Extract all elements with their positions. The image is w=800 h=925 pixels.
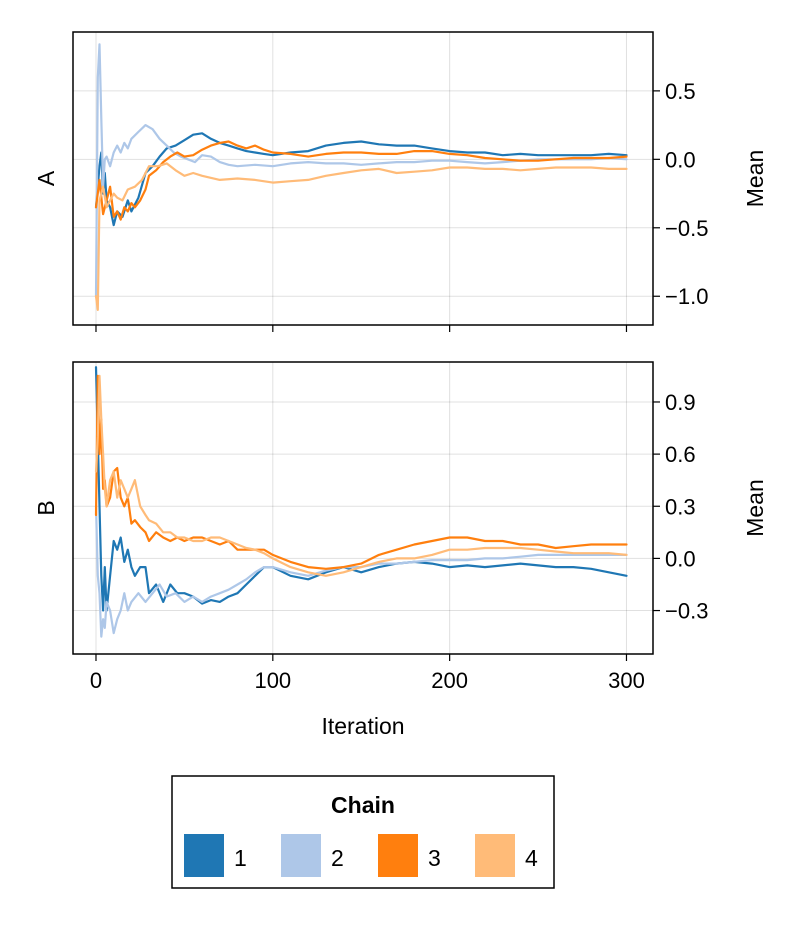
legend-label-2: 2 <box>331 845 344 871</box>
panel-a-xticks <box>95 325 628 332</box>
panel-b-label: B <box>33 500 59 515</box>
panel-b-frame <box>72 361 654 655</box>
legend-label-1: 1 <box>234 845 247 871</box>
panel-b-series-chain-3 <box>94 374 628 570</box>
panel-b-ytick-label: 0.6 <box>665 442 696 467</box>
legend: Chain 1 2 3 4 <box>171 775 555 889</box>
panel-b-ytick-label: 0.3 <box>665 494 696 519</box>
legend-label-3: 3 <box>428 845 441 871</box>
panel-a-ylabel: Mean <box>742 150 768 208</box>
panel-a-yticks: 0.5 0.0 −0.5 −1.0 <box>653 79 708 309</box>
panel-b-series <box>94 366 628 638</box>
legend-swatch-1 <box>184 834 224 877</box>
panel-a-frame <box>72 31 654 326</box>
panel-a-ytick-label: −1.0 <box>665 284 708 309</box>
panel-b-xtick-label: 200 <box>431 668 468 693</box>
panel-b-ytick-label: −0.3 <box>665 599 708 624</box>
panel-b-ylabel: Mean <box>742 479 768 537</box>
panel-a-label: A <box>33 170 59 186</box>
legend-swatch-2 <box>281 834 321 877</box>
panel-b-xtick-label: 100 <box>254 668 291 693</box>
panel-a-series-chain-4 <box>94 162 628 311</box>
panel-b-ytick-label: 0.9 <box>665 390 696 415</box>
panel-a-series-chain-1 <box>94 132 628 227</box>
panel-b-series-chain-4 <box>94 374 628 577</box>
panel-a: 0.5 0.0 −0.5 −1.0 A Mean <box>33 31 768 332</box>
panel-b-xtick-label: 0 <box>90 668 102 693</box>
panel-a-series <box>94 43 628 311</box>
panel-b-ytick-label: 0.0 <box>665 546 696 571</box>
legend-label-4: 4 <box>525 845 538 871</box>
panel-a-ytick-label: 0.5 <box>665 79 696 104</box>
panel-a-series-chain-2 <box>94 43 628 298</box>
panel-a-ytick-label: 0.0 <box>665 147 696 172</box>
legend-swatch-3 <box>378 834 418 877</box>
panel-b-series-chain-1 <box>94 366 628 612</box>
panel-b-xticks: 0 100 200 300 <box>90 654 645 693</box>
panel-a-gridlines <box>73 32 653 325</box>
panel-b-yticks: 0.9 0.6 0.3 0.0 −0.3 <box>653 390 708 624</box>
panel-b-gridlines <box>73 362 653 654</box>
x-axis-title: Iteration <box>321 713 404 739</box>
panel-b-series-chain-2 <box>94 505 628 638</box>
legend-swatch-4 <box>475 834 515 877</box>
panel-a-series-chain-3 <box>94 140 628 221</box>
panel-a-ytick-label: −0.5 <box>665 216 708 241</box>
panel-b-xtick-label: 300 <box>608 668 645 693</box>
legend-title: Chain <box>331 792 395 818</box>
panel-b: 0 100 200 300 0.9 0.6 0.3 0.0 −0.3 B Mean Itera… <box>33 361 768 739</box>
